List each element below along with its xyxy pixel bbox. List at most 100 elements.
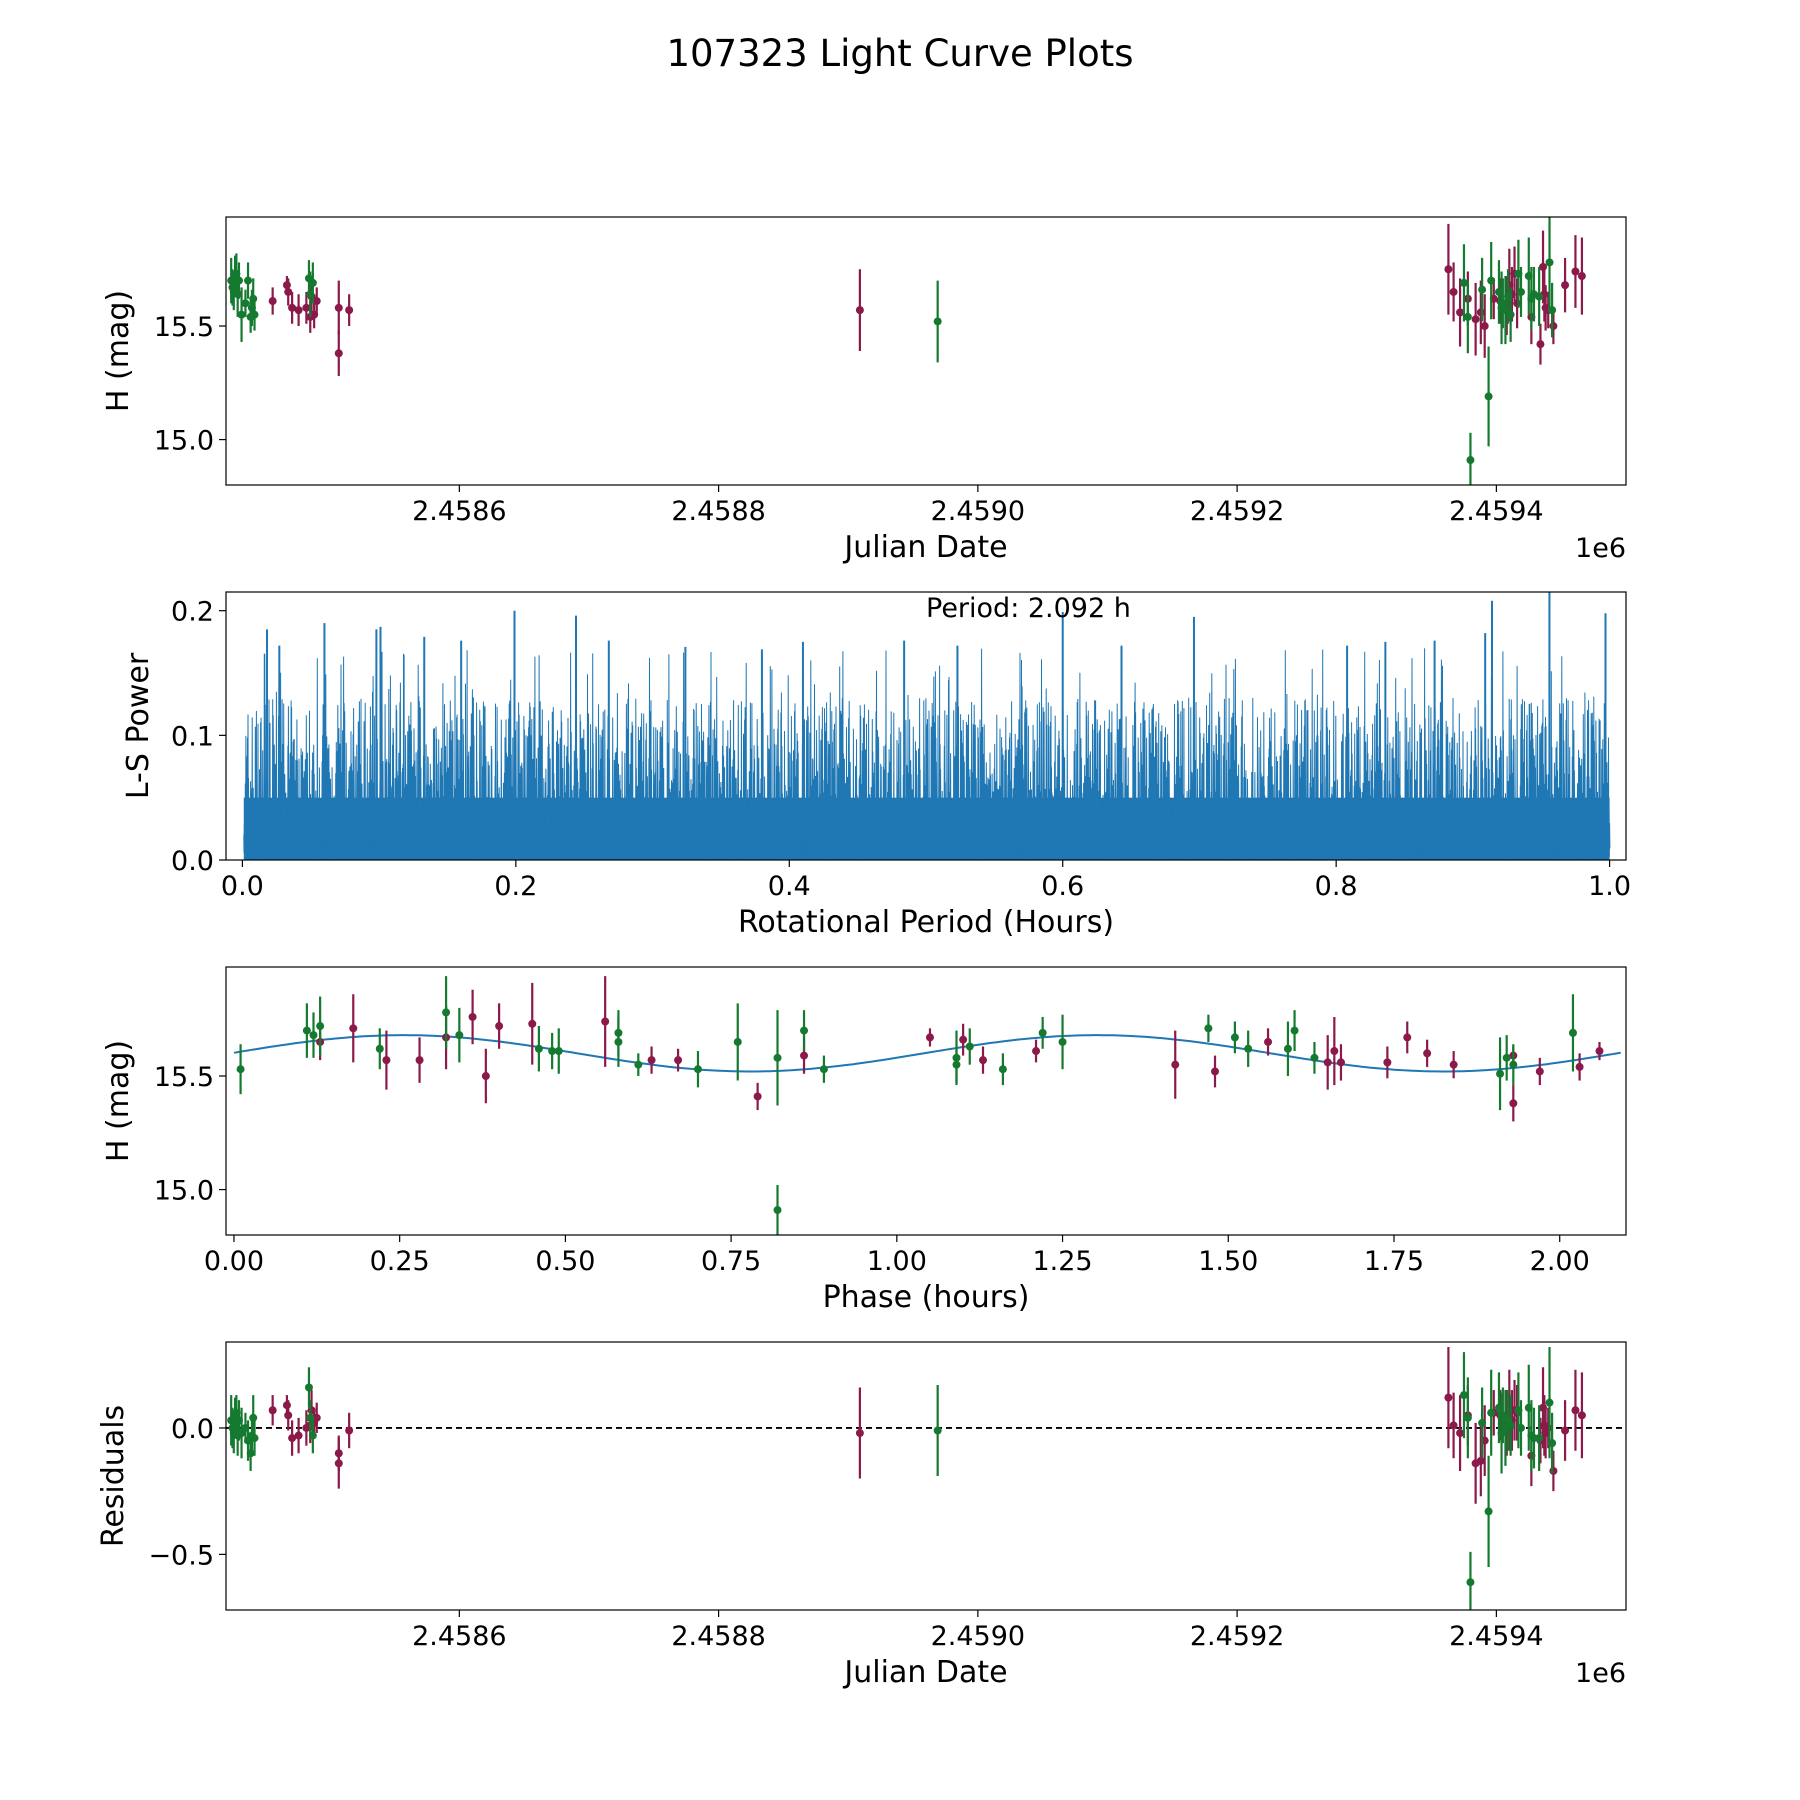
phased-point [1509, 1099, 1518, 1108]
residuals-point [294, 1431, 303, 1440]
lightcurve-point [855, 306, 864, 315]
residuals-point [334, 1459, 343, 1468]
lightcurve-point [249, 294, 258, 303]
lightcurve-point [1545, 258, 1554, 267]
lightcurve-xtick-label: 2.4592 [1190, 496, 1284, 527]
lightcurve-point [312, 297, 321, 306]
phased-point [800, 1026, 809, 1035]
phased-point [481, 1072, 490, 1081]
lightcurve-point [1577, 272, 1586, 281]
residuals-point [304, 1383, 313, 1392]
lightcurve-plot-area: 2.4586 2.4588 2.4590 2.4592 2.4594 15.0 15.5 [154, 217, 1586, 527]
phased-point [1204, 1024, 1213, 1033]
phased-xtick-label: 2.00 [1530, 1246, 1590, 1277]
phased-point [1403, 1033, 1412, 1042]
phased-point [468, 1012, 477, 1021]
residuals-point [312, 1413, 321, 1422]
phased-xtick-label: 0.25 [370, 1246, 430, 1277]
residuals-xtick-label: 2.4592 [1190, 1621, 1284, 1652]
periodogram-ytick-label: 0.0 [171, 846, 214, 877]
phased-point [442, 1008, 451, 1017]
phased-point [1230, 1033, 1239, 1042]
lightcurve-point [1466, 456, 1475, 465]
phased-point [979, 1056, 988, 1065]
phased-point [1211, 1067, 1220, 1076]
phased-point [1058, 1037, 1067, 1046]
lightcurve-point [250, 310, 259, 319]
phased-point [1264, 1037, 1273, 1046]
phased-point [1449, 1060, 1458, 1069]
lightcurve-point [1480, 322, 1489, 331]
phased-point [614, 1037, 623, 1046]
phased-point [382, 1056, 391, 1065]
phased-marks [233, 976, 1621, 1235]
residuals-point [1571, 1406, 1580, 1415]
phased-xtick-label: 1.00 [867, 1246, 927, 1277]
phased-point [548, 1047, 557, 1056]
periodogram-ytick-label: 0.1 [171, 721, 214, 752]
residuals-point [1449, 1421, 1458, 1430]
phased-ytick-label: 15.0 [154, 1176, 214, 1207]
periodogram-xtick-label: 1.0 [1588, 871, 1631, 902]
lightcurve-point [294, 306, 303, 315]
lightcurve-point [334, 349, 343, 358]
phased-point [415, 1056, 424, 1065]
residuals-point [1517, 1423, 1525, 1432]
phased-panel: 0.00 0.25 0.50 0.75 1.00 1.25 1.50 1.75 2.00 15.0… [101, 966, 1627, 1315]
lightcurve-point [933, 317, 942, 326]
periodogram-line [243, 648, 1611, 860]
lightcurve-point [1561, 281, 1570, 290]
lightcurve-point [1549, 322, 1558, 331]
phased-point [1310, 1053, 1319, 1062]
residuals-point [284, 1411, 293, 1420]
periodogram-annotation: Period: 2.092 h [926, 593, 1131, 624]
residuals-point [1478, 1418, 1487, 1427]
phased-point [998, 1065, 1007, 1074]
residuals-point [1487, 1408, 1496, 1417]
phased-xlabel: Phase (hours) [823, 1280, 1030, 1315]
residuals-offset-text: 1e6 [1575, 1658, 1626, 1689]
phased-point [965, 1042, 974, 1051]
lightcurve-xtick-label: 2.4588 [671, 496, 765, 527]
lightcurve-point [1487, 276, 1496, 285]
phased-point [1502, 1053, 1511, 1062]
periodogram-xtick-label: 0.2 [494, 871, 537, 902]
residuals-point [1459, 1391, 1468, 1400]
residuals-xtick-label: 2.4594 [1449, 1621, 1543, 1652]
phased-point [1535, 1067, 1544, 1076]
residuals-point [855, 1429, 864, 1438]
phased-point [554, 1047, 563, 1056]
periodogram-xtick-label: 0.0 [221, 871, 264, 902]
phased-point [693, 1065, 702, 1074]
residuals-ylabel: Residuals [96, 1405, 131, 1547]
phased-point [1171, 1060, 1180, 1069]
lightcurve-point [1506, 310, 1515, 319]
lightcurve-point [1444, 265, 1453, 274]
phased-point [674, 1056, 683, 1065]
residuals-point [1561, 1426, 1570, 1435]
phased-point [634, 1060, 643, 1069]
figure-title: 107323 Light Curve Plots [666, 32, 1133, 75]
phased-point [1423, 1049, 1432, 1058]
phased-point [534, 1044, 543, 1053]
residuals-point [1535, 1434, 1544, 1443]
residuals-frame [225, 1341, 1627, 1611]
phased-point [528, 1019, 537, 1028]
lightcurve-point [244, 276, 253, 285]
phased-fit-curve [233, 1034, 1621, 1073]
residuals-point [250, 1434, 259, 1443]
lightcurve-point [1548, 306, 1557, 315]
residuals-point [345, 1426, 354, 1435]
phased-xtick-label: 1.25 [1032, 1246, 1092, 1277]
lightcurve-ytick-label: 15.0 [154, 426, 214, 457]
lightcurve-point [1449, 287, 1458, 296]
residuals-ytick-label: −0.5 [148, 1540, 214, 1571]
phased-point [236, 1065, 245, 1074]
lightcurve-point [1456, 308, 1465, 317]
phased-point [733, 1037, 742, 1046]
periodogram-xlabel: Rotational Period (Hours) [738, 905, 1114, 940]
lightcurve-point [282, 281, 291, 290]
residuals-point [1549, 1466, 1558, 1475]
residuals-point [249, 1413, 258, 1422]
